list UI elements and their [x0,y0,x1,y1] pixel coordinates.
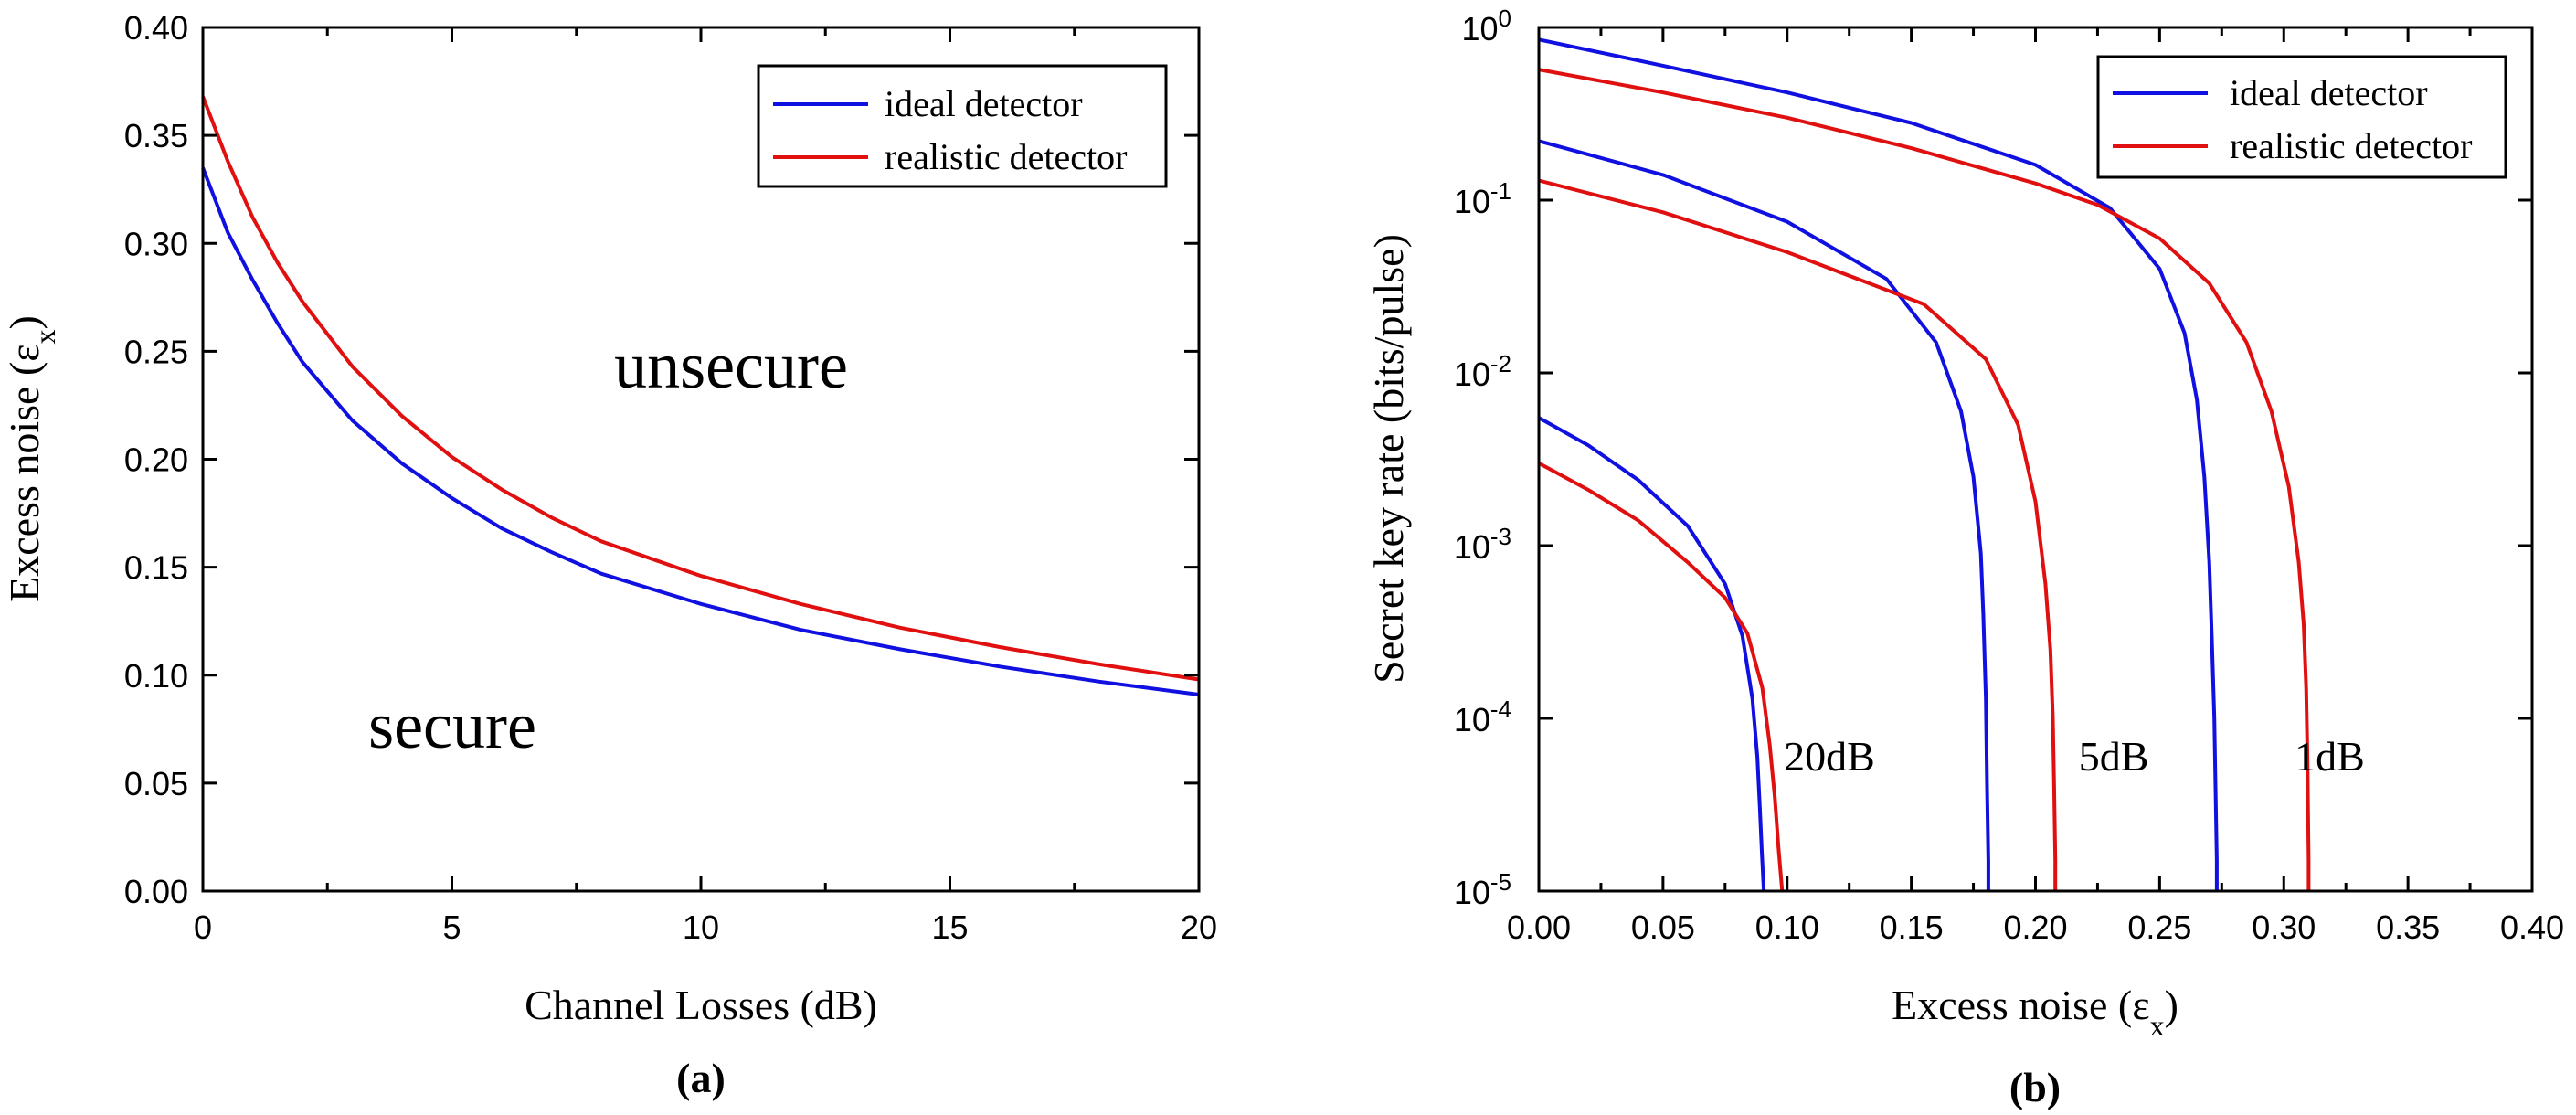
panel-a-y-tick-label: 0.10 [124,657,188,695]
panel-a-legend-label-ideal: ideal detector [885,83,1083,124]
panel-b-legend-label-realistic: realistic detector [2230,125,2472,166]
panel-b-x-tick-label: 0.20 [2003,908,2067,946]
panel-b-series-ideal-1dB-line [1538,37,2219,891]
chart-panel-b: 0.00 0.05 0.10 0.15 0.20 0.25 0.30 0.35 0.40 100… [1365,5,2564,1110]
panel-b-curve-label-1dB: 1dB [2295,733,2365,780]
panel-b-legend-box [2096,55,2507,179]
panel-b-series-realistic-1dB-line [1538,68,2311,891]
panel-a-y-axis-title: Excess noise (εx) [1,315,61,602]
panel-a-legend: ideal detector realistic detector [757,64,1168,188]
panel-b-series-realistic-5dB-line [1538,178,2058,891]
panel-a-x-tick-label: 10 [683,908,719,946]
unsecure-region-label: unsecure [614,329,848,402]
panel-a-y-tick-label: 0.05 [124,765,188,802]
panel-b-y-tick-label: 10-2 [1454,350,1511,393]
panel-b-y-tick-label: 10-3 [1454,523,1511,566]
secure-region-label: secure [368,689,536,762]
panel-b-y-tick-label: 10-5 [1454,868,1511,911]
chart-panel-a: 0 5 10 15 20 0.00 0.05 0.10 0.15 0.20 0.25 0.30 0.3… [1,9,1217,1101]
panel-a-x-tick-label: 0 [194,908,212,946]
panel-b-x-axis-title: Excess noise (εx) [1892,982,2178,1042]
panel-b-curve-label-20dB: 20dB [1784,733,1875,780]
panel-b-y-tick-label: 10-1 [1454,177,1511,220]
panel-a-series-realistic-line [201,95,1200,682]
panel-b-series-ideal-20dB-line [1538,416,1766,892]
panel-b-x-tick-label: 0.00 [1507,908,1571,946]
panel-b-series-realistic-20dB-line [1538,462,1785,892]
panel-b-curve-labels: 20dB 5dB 1dB [1784,733,2365,780]
panel-a-x-tick-label: 15 [931,908,968,946]
panel-a-x-tick-label: 5 [442,908,461,946]
panel-b-legend-label-ideal: ideal detector [2230,72,2428,113]
panel-a-y-tick-label: 0.20 [124,441,188,479]
panel-b-x-tick-label: 0.10 [1755,908,1819,946]
panel-a-y-tick-label: 0.25 [124,333,188,370]
panel-b-y-axis-title: Secret key rate (bits/pulse) [1365,234,1412,684]
panel-a-y-tick-label: 0.00 [124,873,188,910]
panel-a-y-ticks: 0.00 0.05 0.10 0.15 0.20 0.25 0.30 0.35 0.40 [124,9,1199,910]
panel-b-x-tick-label: 0.40 [2500,908,2564,946]
panel-a-x-tick-label: 20 [1181,908,1217,946]
panel-b-y-tick-label: 100 [1461,5,1511,48]
panel-b-x-tick-label: 0.25 [2127,908,2191,946]
panel-b-series-ideal-5dB-line [1538,139,1990,891]
panel-b-x-tick-label: 0.35 [2376,908,2440,946]
panel-b-legend: ideal detector realistic detector [2096,55,2507,179]
panel-a-y-tick-label: 0.35 [124,117,188,154]
panel-a-legend-label-realistic: realistic detector [885,136,1127,177]
panel-a-x-ticks: 0 5 10 15 20 [194,27,1217,946]
panel-b-x-tick-label: 0.15 [1880,908,1944,946]
panel-b-x-ticks: 0.00 0.05 0.10 0.15 0.20 0.25 0.30 0.35 0.40 [1507,27,2564,946]
panel-a-legend-box [757,64,1168,188]
panel-b-series-layer [1538,37,2311,892]
panel-a-series-ideal-line [201,166,1200,696]
panel-b-x-tick-label: 0.30 [2252,908,2316,946]
panel-a-x-axis-title: Channel Losses (dB) [525,982,877,1028]
panel-b-label: (b) [2009,1064,2061,1110]
panel-a-series-layer [201,95,1200,696]
panel-a-y-tick-label: 0.40 [124,9,188,47]
panel-b-y-ticks: 100 10-1 10-2 10-3 10-4 10-5 [1454,5,2532,911]
panel-a-y-tick-label: 0.30 [124,225,188,262]
panel-a-label: (a) [676,1055,726,1101]
panel-b-x-tick-label: 0.05 [1631,908,1695,946]
panel-b-curve-label-5dB: 5dB [2079,733,2149,780]
panel-b-y-tick-label: 10-4 [1454,696,1511,738]
panel-a-y-tick-label: 0.15 [124,549,188,587]
